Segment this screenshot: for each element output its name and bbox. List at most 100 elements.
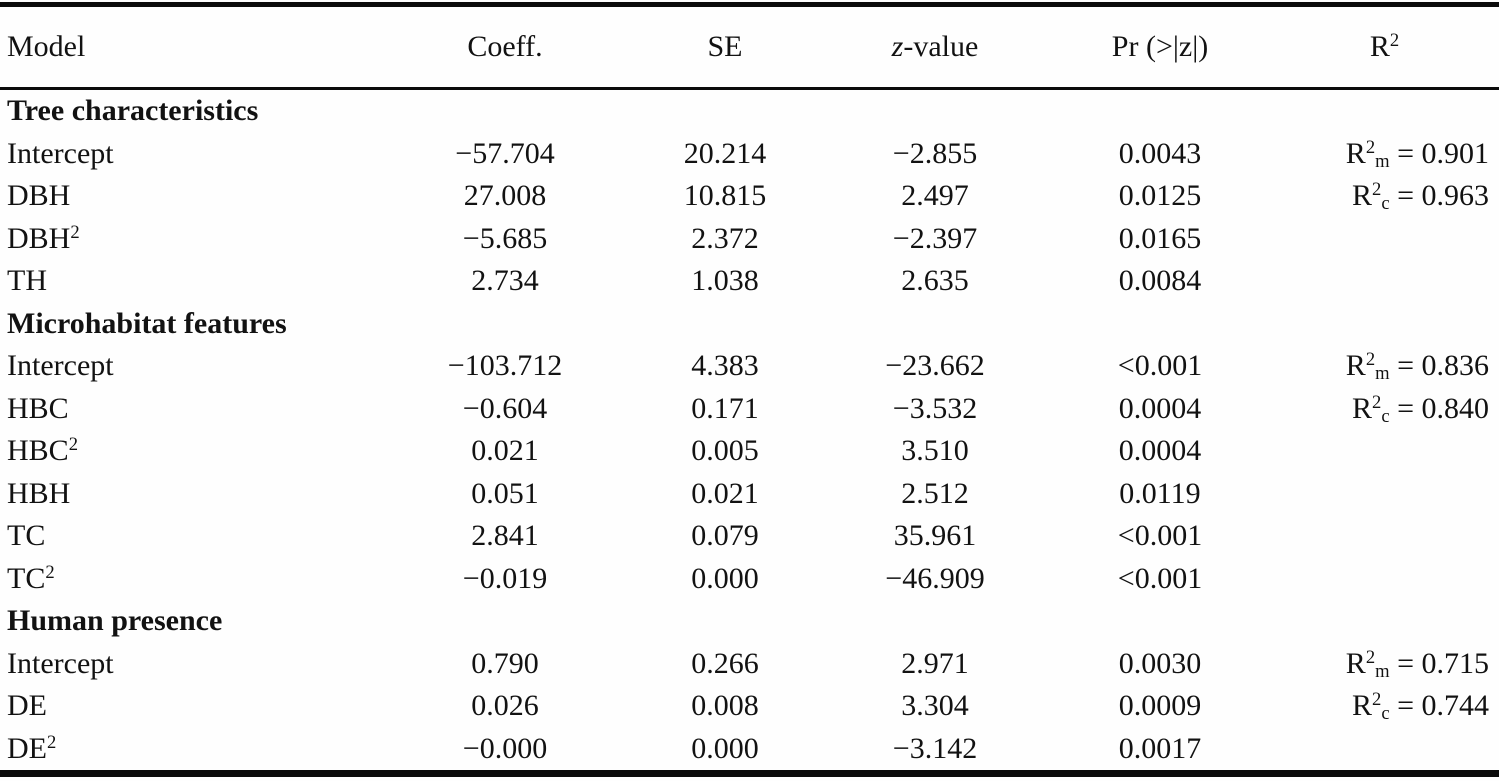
model-cell: HBH bbox=[0, 473, 380, 516]
z-cell: −3.142 bbox=[892, 731, 978, 765]
se-cell: 2.372 bbox=[691, 221, 759, 255]
r2-eq: = 0.840 bbox=[1389, 391, 1489, 425]
se-cell: 10.815 bbox=[683, 179, 767, 213]
section-title: Tree characteristics bbox=[7, 94, 259, 128]
table-row: TC2 −0.019 0.000 −46.909 <0.001 bbox=[0, 558, 1499, 601]
r2-base: R bbox=[1352, 179, 1373, 213]
z-cell: −46.909 bbox=[885, 561, 985, 595]
coeff-cell: −0.019 bbox=[462, 561, 548, 595]
r2-cell bbox=[1270, 473, 1499, 516]
se-cell: 20.214 bbox=[683, 136, 767, 170]
r2-cell: R2m = 0.715 bbox=[1270, 643, 1499, 686]
r2-sup: 2 bbox=[1365, 646, 1376, 668]
pr-cell: 0.0165 bbox=[1118, 221, 1202, 255]
table-row: DE2 −0.000 0.000 −3.142 0.0017 bbox=[0, 728, 1499, 774]
r2-eq: = 0.744 bbox=[1389, 689, 1489, 723]
col-header-coeff: Coeff. bbox=[380, 4, 630, 90]
se-cell: 0.008 bbox=[691, 689, 759, 723]
z-cell: −2.397 bbox=[892, 221, 978, 255]
model-label: TH bbox=[7, 264, 47, 298]
z-rest: -value bbox=[903, 30, 979, 63]
r2-eq: = 0.836 bbox=[1389, 349, 1489, 383]
z-cell: −23.662 bbox=[885, 349, 985, 383]
se-cell: 0.000 bbox=[691, 731, 759, 765]
z-cell: 2.512 bbox=[901, 476, 969, 510]
col-header-z-value: z-value bbox=[820, 4, 1050, 90]
model-label: DBH bbox=[7, 221, 71, 255]
model-cell: Intercept bbox=[0, 643, 380, 686]
pr-cell: 0.0009 bbox=[1118, 689, 1202, 723]
col-header-model: Model bbox=[0, 4, 380, 90]
pr-cell: 0.0030 bbox=[1118, 646, 1202, 680]
se-cell: 1.038 bbox=[691, 264, 759, 298]
z-cell: 3.510 bbox=[901, 434, 969, 468]
section-title: Microhabitat features bbox=[7, 306, 287, 340]
pr-cell: 0.0004 bbox=[1118, 391, 1202, 425]
model-label: DBH bbox=[7, 179, 71, 213]
table-row: DBH 27.008 10.815 2.497 0.0125 R2c = 0.9… bbox=[0, 175, 1499, 218]
model-label: HBC bbox=[7, 434, 69, 468]
section-row-tree-characteristics: Tree characteristics bbox=[0, 89, 1499, 133]
coeff-cell: −5.685 bbox=[462, 221, 548, 255]
model-cell: Intercept bbox=[0, 345, 380, 388]
z-cell: 3.304 bbox=[901, 689, 969, 723]
se-cell: 0.000 bbox=[691, 561, 759, 595]
r2-base: R bbox=[1369, 30, 1390, 63]
r2-sup: 2 bbox=[1389, 29, 1400, 51]
r2-cell bbox=[1270, 515, 1499, 558]
r2-base: R bbox=[1345, 646, 1366, 680]
table-row: TH 2.734 1.038 2.635 0.0084 bbox=[0, 260, 1499, 303]
z-cell: 2.497 bbox=[901, 179, 969, 213]
se-cell: 0.021 bbox=[691, 476, 759, 510]
r2-sup: 2 bbox=[1372, 179, 1382, 201]
r2-sup: 2 bbox=[1372, 689, 1382, 711]
coeff-cell: 2.734 bbox=[471, 264, 539, 298]
pr-cell: <0.001 bbox=[1117, 349, 1203, 383]
table-row: Intercept −103.712 4.383 −23.662 <0.001 … bbox=[0, 345, 1499, 388]
coeff-cell: 0.021 bbox=[471, 434, 539, 468]
r2-cell: R2c = 0.963 bbox=[1270, 175, 1499, 218]
pr-cell: 0.0004 bbox=[1118, 434, 1202, 468]
model-cell: TC2 bbox=[0, 558, 380, 601]
section-row-microhabitat-features: Microhabitat features bbox=[0, 303, 1499, 346]
model-label: Intercept bbox=[7, 646, 114, 680]
pr-cell: 0.0125 bbox=[1118, 179, 1202, 213]
se-cell: 0.079 bbox=[691, 519, 759, 553]
pr-cell: 0.0119 bbox=[1119, 476, 1201, 510]
col-header-pr: Pr (>|z|) bbox=[1050, 4, 1270, 90]
model-cell: HBC2 bbox=[0, 430, 380, 473]
table-row: DE 0.026 0.008 3.304 0.0009 R2c = 0.744 bbox=[0, 685, 1499, 728]
pr-cell: 0.0084 bbox=[1118, 264, 1202, 298]
coeff-cell: 0.051 bbox=[471, 476, 539, 510]
r2-cell bbox=[1270, 218, 1499, 261]
coeff-cell: 27.008 bbox=[463, 179, 547, 213]
pr-cell: <0.001 bbox=[1117, 519, 1203, 553]
r2-eq: = 0.963 bbox=[1389, 179, 1489, 213]
table-row: HBH 0.051 0.021 2.512 0.0119 bbox=[0, 473, 1499, 516]
r2-cell: R2c = 0.840 bbox=[1270, 388, 1499, 431]
model-label: Intercept bbox=[7, 136, 114, 170]
model-sup: 2 bbox=[70, 221, 80, 243]
r2-base: R bbox=[1345, 349, 1366, 383]
header-row: Model Coeff. SE z-value Pr (>|z|) R2 bbox=[0, 4, 1499, 90]
z-italic: z bbox=[891, 30, 904, 63]
se-cell: 4.383 bbox=[691, 349, 759, 383]
coeff-cell: −57.704 bbox=[455, 136, 555, 170]
coeff-cell: −0.000 bbox=[462, 731, 548, 765]
r2-sub: c bbox=[1381, 405, 1390, 427]
r2-cell bbox=[1270, 430, 1499, 473]
r2-base: R bbox=[1345, 136, 1366, 170]
r2-sub: c bbox=[1381, 703, 1390, 725]
col-header-se: SE bbox=[630, 4, 820, 90]
se-cell: 0.266 bbox=[691, 646, 759, 680]
model-cell: DE2 bbox=[0, 728, 380, 774]
model-cell: Intercept bbox=[0, 133, 380, 176]
z-cell: 2.971 bbox=[901, 646, 969, 680]
table-row: HBC2 0.021 0.005 3.510 0.0004 bbox=[0, 430, 1499, 473]
pr-cell: 0.0017 bbox=[1118, 731, 1202, 765]
model-cell: DBH2 bbox=[0, 218, 380, 261]
r2-base: R bbox=[1352, 391, 1373, 425]
table-row: TC 2.841 0.079 35.961 <0.001 bbox=[0, 515, 1499, 558]
table-row: Intercept 0.790 0.266 2.971 0.0030 R2m =… bbox=[0, 643, 1499, 686]
